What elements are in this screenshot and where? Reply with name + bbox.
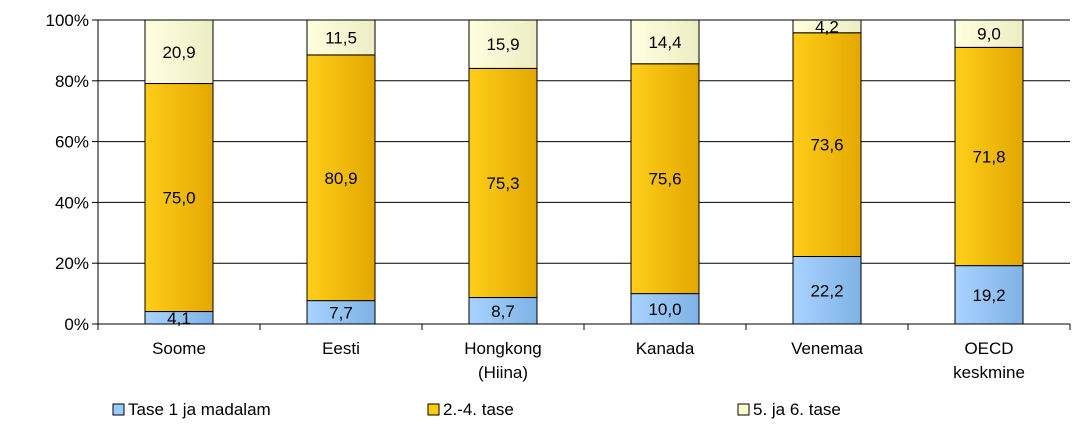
x-tick-label: Soome [152,339,206,358]
legend-label: Tase 1 ja madalam [128,400,271,419]
bar-segment [954,46,1024,267]
data-label: 75,0 [162,189,195,208]
bar-segment [306,19,376,56]
bar-segment [792,19,862,34]
data-label: 9,0 [977,25,1001,44]
bar-segment [144,83,214,313]
bar-segment [954,265,1024,325]
data-label: 4,2 [815,17,839,36]
y-tick-label: 100% [46,11,89,30]
data-label: 75,6 [648,170,681,189]
data-label: 7,7 [329,303,353,322]
bar-segment [630,19,700,65]
bar-segment [306,54,376,302]
x-axis: Soome Eesti Hongkong (Hiina) Kanada Venemaa OE… [97,323,1071,382]
legend-label: 2.-4. tase [443,400,514,419]
bar-segment [630,63,700,295]
data-label: 8,7 [491,302,515,321]
legend-swatch [737,403,750,416]
bar-segment [468,67,538,299]
y-axis: 0% 20% 40% 60% 80% 100% [46,11,99,334]
bar-segment [954,19,1024,48]
data-label: 14,4 [648,33,681,52]
x-tick-label: (Hiina) [478,363,528,382]
data-label: 10,0 [648,300,681,319]
data-label: 73,6 [810,136,843,155]
y-tick-label: 20% [55,254,89,273]
data-label: 71,8 [972,147,1005,166]
y-tick-label: 80% [55,72,89,91]
data-label: 4,1 [167,309,191,328]
y-tick-label: 60% [55,133,89,152]
data-label: 80,9 [324,169,357,188]
data-label: 11,5 [325,28,357,47]
gridlines [98,19,1070,264]
legend-label: 5. ja 6. tase [753,400,841,419]
data-label: 20,9 [162,43,195,62]
x-tick-label: Eesti [322,339,360,358]
bar-segment [144,19,214,85]
legend: Tase 1 ja madalam 2.-4. tase 5. ja 6. tase [112,400,841,419]
x-tick-label: Hongkong [464,339,542,358]
legend-swatch [112,403,125,416]
legend-swatch [427,403,440,416]
y-tick-label: 40% [55,193,89,212]
bar-segment [630,293,700,325]
x-tick-label: OECD [964,339,1013,358]
bar-segment [468,19,538,69]
x-tick-label: keskmine [953,363,1025,382]
data-label: 15,9 [486,35,519,54]
y-tick-label: 0% [64,315,89,334]
bars: 4,1 75,0 20,9 7,7 80,9 11,5 8,7 75,3 15,9 10,0 75,… [144,17,1024,328]
x-tick-label: Venemaa [791,339,863,358]
data-label: 75,3 [486,174,519,193]
x-tick-label: Kanada [636,339,695,358]
data-label: 19,2 [972,286,1005,305]
bar-segment [792,256,862,325]
data-label: 22,2 [810,281,843,300]
